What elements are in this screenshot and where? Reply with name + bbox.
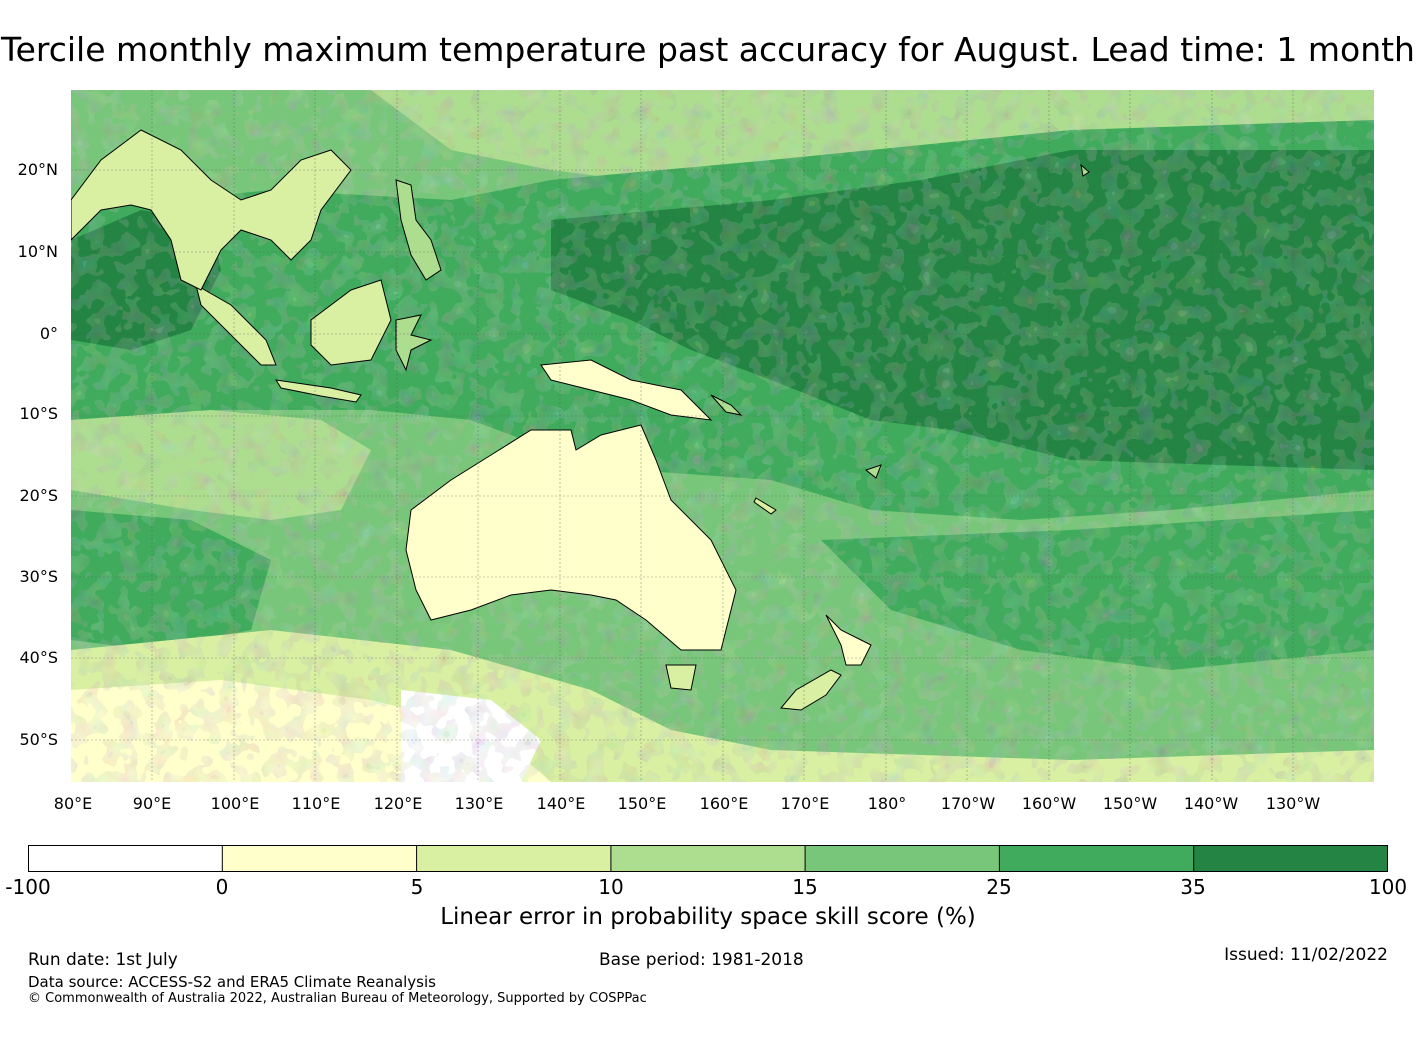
map-title: Tercile monthly maximum temperature past… bbox=[1, 30, 1415, 69]
lat-label-10n: 10°N bbox=[17, 242, 58, 261]
colorbar-tick-15: 15 bbox=[792, 875, 818, 899]
lat-label-30s: 30°S bbox=[19, 567, 58, 586]
base-period: Base period: 1981-2018 bbox=[599, 950, 804, 970]
lon-label-140e: 140°E bbox=[536, 794, 586, 813]
lon-label-100e: 100°E bbox=[210, 794, 260, 813]
colorbar-tick-5: 5 bbox=[410, 875, 424, 899]
new-caledonia bbox=[753, 497, 777, 515]
lat-label-50s: 50°S bbox=[19, 730, 58, 749]
australia-landmass bbox=[405, 424, 737, 651]
lon-label-150e: 150°E bbox=[617, 794, 667, 813]
sulawesi bbox=[395, 314, 433, 372]
colorbar bbox=[28, 845, 1388, 872]
lon-label-120e: 120°E bbox=[373, 794, 423, 813]
lat-label-40s: 40°S bbox=[19, 648, 58, 667]
lat-label-10s: 10°S bbox=[19, 404, 58, 423]
colorbar-segment-15-25 bbox=[805, 845, 1000, 872]
solomon-islands bbox=[710, 394, 743, 416]
lon-label-150w: 150°W bbox=[1102, 794, 1158, 813]
lon-label-170w: 170°W bbox=[940, 794, 996, 813]
colorbar-segment-neg100-0 bbox=[28, 845, 223, 872]
lon-label-160w: 160°W bbox=[1021, 794, 1077, 813]
colorbar-tick-10: 10 bbox=[598, 875, 624, 899]
lon-label-160e: 160°E bbox=[699, 794, 749, 813]
southeast-asia-mainland bbox=[71, 129, 352, 291]
colorbar-segment-0-5 bbox=[222, 845, 417, 872]
java bbox=[275, 379, 362, 403]
graticule bbox=[71, 90, 1374, 782]
lat-label-20n: 20°N bbox=[17, 160, 58, 179]
lon-label-110e: 110°E bbox=[291, 794, 341, 813]
colorbar-segment-35-100 bbox=[1193, 845, 1388, 872]
lat-label-20s: 20°S bbox=[19, 486, 58, 505]
new-guinea bbox=[540, 359, 713, 421]
issued-date: Issued: 11/02/2022 bbox=[1224, 945, 1388, 965]
colorbar-segment-25-35 bbox=[999, 845, 1194, 872]
colorbar-segment-5-10 bbox=[416, 845, 611, 872]
tasmania bbox=[665, 664, 697, 691]
data-source: Data source: ACCESS-S2 and ERA5 Climate … bbox=[28, 973, 436, 991]
new-zealand-north bbox=[825, 614, 872, 666]
borneo bbox=[310, 279, 392, 366]
run-date: Run date: 1st July bbox=[28, 950, 178, 970]
lon-label-140w: 140°W bbox=[1183, 794, 1239, 813]
sumatra bbox=[195, 283, 277, 366]
philippines bbox=[395, 179, 442, 281]
lon-label-180: 180° bbox=[867, 794, 907, 813]
colorbar-tick-25: 25 bbox=[986, 875, 1012, 899]
lon-label-170e: 170°E bbox=[780, 794, 830, 813]
lon-label-80e: 80°E bbox=[53, 794, 93, 813]
lon-label-130w: 130°W bbox=[1265, 794, 1321, 813]
lon-label-90e: 90°E bbox=[132, 794, 172, 813]
fiji bbox=[864, 464, 882, 479]
colorbar-tick-neg100: -100 bbox=[5, 875, 51, 899]
lon-label-130e: 130°E bbox=[454, 794, 504, 813]
new-zealand-south bbox=[780, 669, 842, 711]
hawaii bbox=[1080, 163, 1090, 177]
colorbar-tick-100: 100 bbox=[1368, 875, 1408, 899]
colorbar-label: Linear error in probability space skill … bbox=[440, 904, 976, 930]
colorbar-segment-10-15 bbox=[610, 845, 806, 872]
colorbar-tick-0: 0 bbox=[215, 875, 229, 899]
lat-label-0: 0° bbox=[39, 324, 58, 343]
copyright: © Commonwealth of Australia 2022, Austra… bbox=[28, 991, 647, 1006]
colorbar-tick-35: 35 bbox=[1180, 875, 1206, 899]
skill-score-map bbox=[71, 90, 1374, 782]
